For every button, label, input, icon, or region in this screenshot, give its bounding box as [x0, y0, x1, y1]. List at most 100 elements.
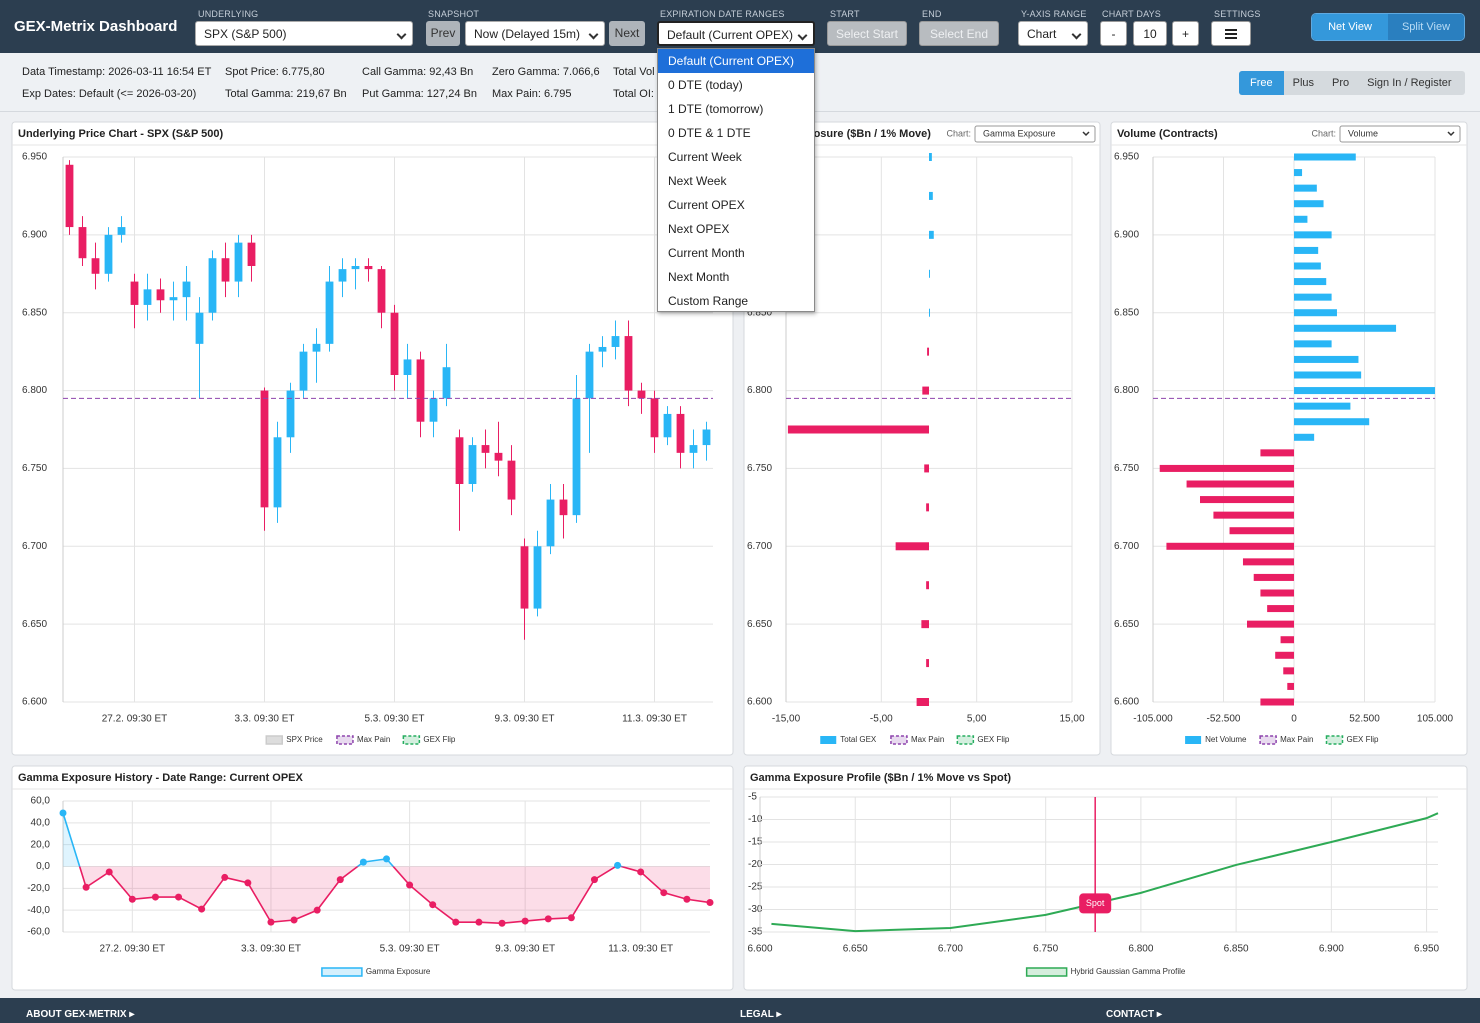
stat: Max Pain: 6.795 — [492, 88, 572, 100]
y-tick-label: -60,0 — [27, 927, 50, 938]
candle-body — [234, 242, 243, 282]
expiration-select[interactable]: Default (Current OPEX) — [657, 21, 815, 46]
next-button[interactable]: Next — [609, 21, 645, 46]
candle-body — [546, 499, 555, 547]
days-input[interactable]: 10 — [1133, 21, 1167, 46]
yrange-select[interactable]: Chart — [1018, 21, 1088, 46]
settings-button[interactable] — [1211, 21, 1251, 46]
bar — [1253, 573, 1294, 581]
area — [63, 866, 710, 924]
line — [771, 812, 1439, 933]
dropdown-option[interactable]: Default (Current OPEX) — [658, 49, 814, 73]
bar — [895, 542, 929, 551]
point — [521, 917, 529, 925]
candle-body — [195, 312, 204, 344]
dropdown-option[interactable]: Next Month — [668, 270, 730, 284]
bar — [1213, 511, 1294, 519]
footer-link[interactable]: ABOUT GEX-METRIX ▸ — [26, 1009, 135, 1020]
y-tick-label: -30 — [748, 904, 763, 915]
bar — [926, 659, 929, 668]
y-tick-label: 6.850 — [22, 307, 47, 318]
dropdown-option[interactable]: Next OPEX — [668, 222, 730, 236]
legend-swatch — [265, 735, 283, 745]
x-tick-label: 3.3. 09:30 ET — [234, 714, 294, 725]
footer: ABOUT GEX-METRIX ▸ LEGAL ▸ CONTACT ▸ — [0, 998, 1480, 1023]
spot-marker — [1079, 893, 1112, 914]
dropdown-option[interactable]: 0 DTE & 1 DTE — [668, 126, 751, 140]
days-minus[interactable]: - — [1100, 21, 1127, 46]
legend-swatch — [336, 735, 354, 745]
point — [544, 915, 552, 923]
bar — [926, 503, 929, 512]
candle-body — [208, 258, 217, 313]
header: GEX-Metrix Dashboard UNDERLYING SPX (S&P… — [0, 0, 1480, 53]
bar — [1294, 200, 1324, 208]
y-tick-label: 6.750 — [22, 463, 47, 474]
menu-icon — [1225, 29, 1237, 39]
point — [59, 809, 67, 817]
dropdown-option[interactable]: Custom Range — [668, 294, 749, 308]
x-tick-label: 52.500 — [1349, 714, 1380, 725]
view-button[interactable]: Split View — [1388, 14, 1464, 40]
footer-link[interactable]: CONTACT ▸ — [1106, 1009, 1162, 1020]
legend-label: Max Pain — [357, 735, 390, 744]
candle-body — [442, 367, 451, 399]
start-button[interactable]: Select Start — [827, 21, 907, 46]
days-plus[interactable]: + — [1172, 21, 1199, 46]
point — [429, 901, 437, 909]
dropdown-option[interactable]: Next Week — [668, 174, 727, 188]
legend-label: Max Pain — [1280, 735, 1313, 744]
plan-button[interactable]: Free — [1239, 71, 1284, 95]
y-tick-label: 20,0 — [31, 839, 51, 850]
snapshot-select[interactable]: Now (Delayed 15m) — [465, 21, 605, 46]
legend-label: Net Volume — [1205, 735, 1247, 744]
panel-title: Volume (Contracts) — [1117, 128, 1218, 140]
dropdown-option[interactable]: Current Month — [668, 246, 745, 260]
point — [359, 858, 367, 866]
bar — [1166, 542, 1294, 550]
candle-body — [325, 281, 334, 344]
dropdown-option[interactable]: 1 DTE (tomorrow) — [668, 102, 764, 116]
candle-body — [390, 312, 399, 375]
bar — [1294, 340, 1332, 348]
dropdown-option[interactable]: Current OPEX — [668, 198, 745, 212]
bar — [1247, 620, 1294, 628]
end-button[interactable]: Select End — [919, 21, 999, 46]
chart-select-box[interactable] — [1339, 125, 1461, 143]
stat: Spot Price: 6.775,80 — [225, 66, 325, 78]
candle-body — [364, 266, 373, 270]
plan-button[interactable]: Sign In / Register — [1367, 77, 1452, 89]
plan-button[interactable]: Pro — [1332, 77, 1350, 89]
point — [406, 881, 414, 889]
dropdown-option[interactable]: 0 DTE (today) — [668, 78, 743, 92]
bar — [927, 347, 929, 356]
bar — [787, 425, 929, 434]
y-tick-label: 6.700 — [1114, 541, 1139, 552]
bar — [1294, 324, 1397, 332]
legend-label: GEX Flip — [1347, 735, 1380, 744]
candle-body — [169, 297, 178, 301]
plan-button[interactable]: Plus — [1292, 77, 1315, 89]
y-tick-label: 6.650 — [747, 619, 772, 630]
chart-select-box[interactable] — [974, 125, 1096, 143]
footer-link[interactable]: LEGAL ▸ — [740, 1009, 782, 1020]
point — [105, 868, 113, 876]
y-tick-label: 0,0 — [36, 861, 50, 872]
legend-label: Gamma Exposure — [366, 967, 431, 976]
footer-text: CONTACT — [1106, 1009, 1155, 1020]
candle-body — [91, 258, 100, 274]
candle-body — [247, 242, 256, 266]
panel-title: Gamma Exposure Profile ($Bn / 1% Move vs… — [750, 772, 1011, 784]
candle-body — [598, 346, 607, 352]
dropdown-option[interactable]: Current Week — [668, 150, 742, 164]
bar — [1294, 387, 1435, 395]
underlying-select[interactable]: SPX (S&P 500) — [195, 21, 413, 46]
candle-body — [429, 398, 438, 422]
bar — [1275, 651, 1294, 659]
view-toggle: Net View Split View — [1311, 13, 1465, 41]
y-tick-label: -25 — [748, 882, 763, 893]
view-button[interactable]: Net View — [1312, 14, 1388, 40]
prev-button[interactable]: Prev — [426, 21, 460, 46]
y-tick-label: 6.700 — [22, 541, 47, 552]
